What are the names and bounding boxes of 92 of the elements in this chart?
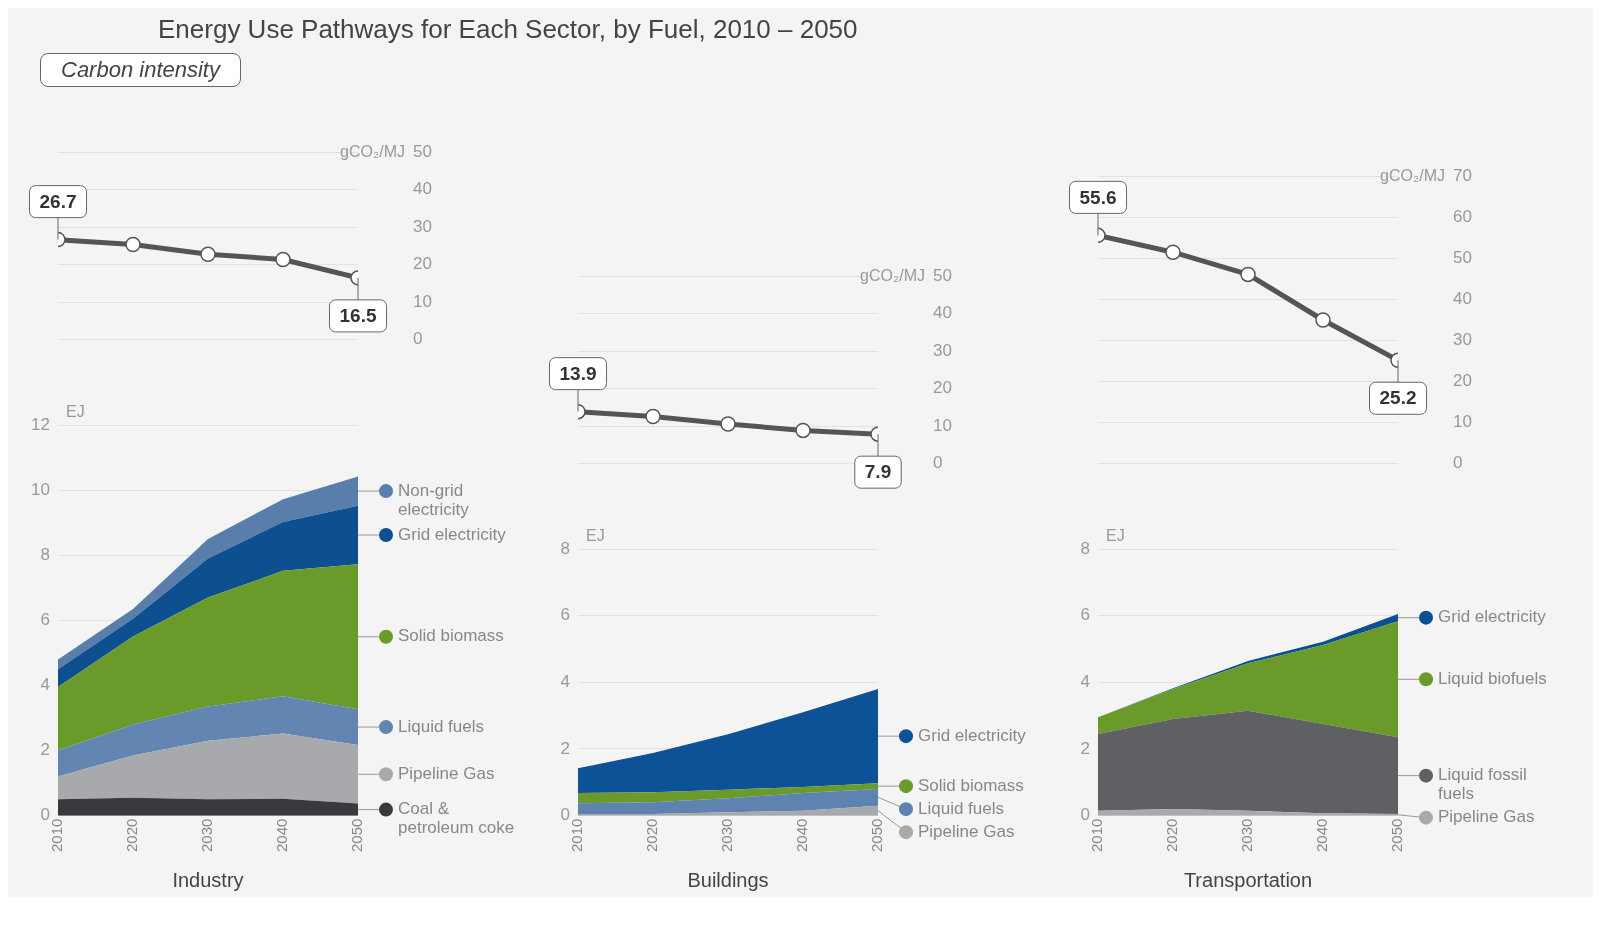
y-tick-label: 8 — [1080, 538, 1090, 558]
y-tick-label: 8 — [40, 544, 50, 564]
legend-label: Grid electricity — [398, 524, 507, 544]
legend-label: Coal & petroleum coke — [398, 799, 515, 838]
x-axis-title: Buildings — [687, 868, 769, 891]
y-axis-title: EJ — [1106, 527, 1125, 545]
y-axis-title: EJ — [66, 403, 85, 421]
y-tick-label: 12 — [31, 414, 50, 434]
y-tick-label: 0 — [413, 329, 423, 349]
y-tick-label: 40 — [1453, 289, 1472, 309]
legend-label: Pipeline Gas — [1438, 807, 1535, 827]
x-tick-label: 2030 — [198, 818, 216, 853]
y-tick-label: 30 — [933, 340, 952, 360]
legend-label: Non-grid electricity — [398, 480, 470, 519]
x-tick-label: 2050 — [348, 818, 366, 853]
legend-label: Solid biomass — [918, 775, 1024, 795]
y-axis-title: gCO₂/MJ — [860, 266, 925, 284]
y-tick-label: 40 — [413, 179, 432, 199]
x-tick-label: 2010 — [48, 818, 66, 853]
legend-label: Liquid fossil fuels — [1438, 765, 1527, 804]
x-tick-label: 2040 — [273, 818, 291, 853]
y-tick-label: 4 — [560, 672, 570, 691]
data-label: 7.9 — [864, 461, 892, 483]
y-tick-label: 0 — [933, 453, 943, 473]
y-tick-label: 2 — [560, 738, 570, 758]
legend-label: Liquid fuels — [918, 798, 1005, 818]
x-tick-label: 2050 — [1388, 818, 1406, 853]
legend-label: Pipeline Gas — [398, 763, 495, 783]
y-axis-title: gCO₂/MJ — [1380, 166, 1445, 184]
legend-label: Grid electricity — [918, 725, 1027, 745]
y-tick-label: 30 — [1453, 330, 1472, 350]
x-tick-label: 2020 — [123, 818, 141, 853]
x-tick-label: 2050 — [868, 818, 886, 853]
y-tick-label: 10 — [1453, 412, 1472, 432]
point — [795, 422, 811, 439]
data-label: 16.5 — [339, 305, 377, 327]
y-tick-label: 60 — [1453, 206, 1472, 226]
x-tick-label: 2030 — [718, 818, 736, 853]
x-tick-label: 2010 — [568, 818, 586, 853]
x-tick-label: 2020 — [643, 818, 661, 853]
legend-label: Grid electricity — [1438, 607, 1547, 627]
y-tick-label: 2 — [1080, 738, 1090, 758]
x-axis-title: Transportation — [1183, 868, 1313, 891]
point — [720, 416, 736, 432]
y-tick-label: 10 — [413, 291, 432, 311]
y-tick-label: 70 — [1453, 165, 1472, 185]
x-tick-label: 2040 — [793, 818, 811, 853]
y-tick-label: 30 — [413, 216, 432, 236]
x-tick-label: 2010 — [1088, 818, 1106, 853]
y-tick-label: 8 — [560, 538, 570, 558]
x-tick-label: 2030 — [1238, 818, 1256, 853]
data-label: 13.9 — [559, 362, 597, 384]
point — [200, 246, 216, 262]
legend-label: Solid biomass — [398, 626, 504, 646]
legend-label: Liquid biofuels — [1438, 669, 1547, 688]
point — [125, 236, 141, 253]
y-tick-label: 50 — [413, 141, 432, 161]
point — [645, 408, 661, 425]
x-axis-title: Industry — [172, 868, 244, 891]
chart-subtitle: Carbon intensity — [40, 53, 241, 87]
x-tick-label: 2040 — [1313, 818, 1331, 853]
legend-label: Pipeline Gas — [918, 821, 1015, 841]
point — [1240, 266, 1256, 283]
data-label: 55.6 — [1079, 186, 1117, 208]
y-tick-label: 20 — [933, 378, 952, 398]
y-tick-label: 6 — [560, 605, 570, 625]
y-tick-label: 6 — [40, 610, 50, 629]
point — [275, 251, 291, 268]
y-tick-label: 0 — [560, 805, 570, 825]
point — [1165, 244, 1181, 260]
y-tick-label: 6 — [1080, 605, 1090, 625]
text: Energy Use Pathways for Each Sector, by Fuel, 2010 – 2050 — [157, 13, 859, 45]
y-tick-label: 0 — [40, 805, 50, 825]
y-tick-label: 2 — [40, 740, 50, 760]
y-tick-label: 4 — [40, 675, 50, 695]
point — [1315, 312, 1331, 328]
data-label: 25.2 — [1379, 387, 1417, 409]
y-tick-label: 20 — [1453, 371, 1472, 391]
y-tick-label: 0 — [1453, 453, 1463, 473]
y-tick-label: 0 — [1080, 805, 1090, 825]
y-tick-label: 20 — [413, 254, 432, 274]
y-tick-label: 10 — [933, 415, 952, 435]
y-axis-title: gCO₂/MJ — [340, 142, 405, 160]
y-tick-label: 10 — [31, 479, 50, 499]
y-axis-title: EJ — [586, 527, 605, 545]
legend-label: Liquid fuels — [398, 716, 485, 736]
x-tick-label: 2020 — [1163, 818, 1181, 853]
y-tick-label: 4 — [1080, 672, 1090, 691]
y-tick-label: 40 — [933, 303, 952, 323]
y-tick-label: 50 — [933, 265, 952, 285]
data-label: 26.7 — [39, 190, 77, 212]
y-tick-label: 50 — [1453, 248, 1472, 268]
